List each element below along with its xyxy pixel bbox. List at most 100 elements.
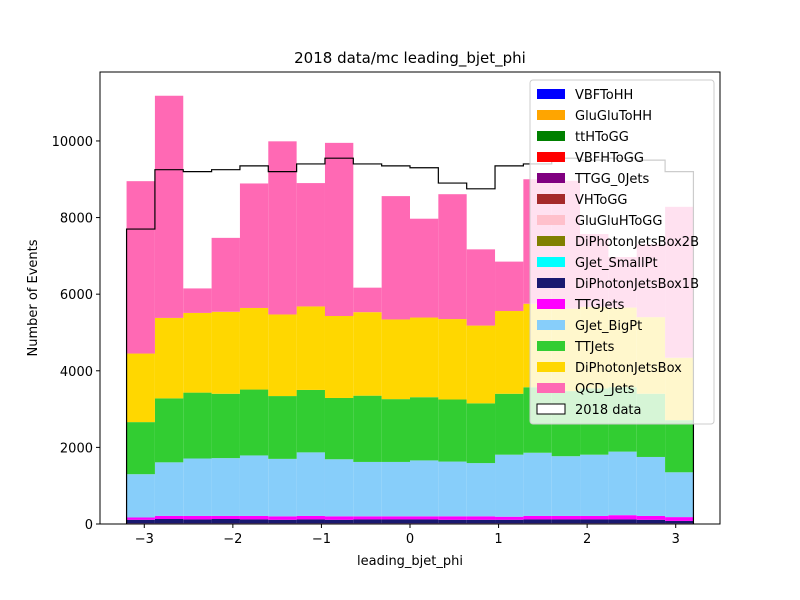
- bar-gjet-bigpt-11: [438, 461, 467, 517]
- bar-ttjets-13: [495, 393, 524, 455]
- legend-swatch: [537, 110, 565, 120]
- bar-diphotonjetsbox1b-15: [551, 519, 581, 524]
- bar-diphotonjetsbox-12: [466, 325, 496, 404]
- legend-swatch: [537, 236, 565, 246]
- bar-qcd-jets-12: [466, 249, 496, 326]
- bar-qcd-jets-0: [126, 181, 155, 354]
- y-axis-label: Number of Events: [26, 239, 41, 356]
- bar-qcd-jets-5: [268, 141, 297, 315]
- bar-diphotonjetsbox1b-8: [353, 519, 382, 524]
- bar-qcd-jets-7: [324, 142, 354, 317]
- bar-diphotonjetsbox1b-3: [211, 519, 240, 524]
- bar-diphotonjetsbox-9: [381, 319, 410, 400]
- legend-label: QCD_Jets: [575, 382, 635, 397]
- bar-diphotonjetsbox1b-19: [665, 520, 694, 524]
- bar-ttjets-0: [126, 422, 155, 475]
- bar-ttgjets-9: [381, 516, 410, 520]
- bar-ttgjets-14: [523, 515, 552, 520]
- x-axis-label: leading_bjet_phi: [357, 554, 463, 569]
- bar-gjet-bigpt-12: [466, 463, 496, 517]
- bar-ttgjets-10: [410, 516, 439, 520]
- bar-ttgjets-16: [580, 515, 609, 520]
- bar-gjet-bigpt-8: [353, 461, 382, 517]
- legend: VBFToHH GluGluToHH ttHToGG VBFHToGG TTGG_0Je…: [529, 79, 715, 425]
- bar-diphotonjetsbox-7: [324, 316, 354, 398]
- bar-diphotonjetsbox-1: [154, 317, 184, 399]
- legend-swatch: [537, 89, 565, 99]
- legend-label: 2018 data: [575, 403, 642, 418]
- x-axis: −3 −2 −1 0 1 2 3: [135, 524, 680, 547]
- x-tick-label: 2: [583, 532, 591, 547]
- legend-label: GJet_BigPt: [575, 319, 642, 334]
- bar-gjet-bigpt-2: [183, 458, 212, 516]
- bar-gjet-bigpt-17: [608, 451, 637, 516]
- bar-ttjets-9: [381, 399, 410, 462]
- bar-ttgjets-4: [239, 515, 269, 520]
- bar-gjet-bigpt-0: [126, 474, 155, 518]
- bar-gjet-bigpt-13: [495, 454, 524, 517]
- bar-gjet-bigpt-19: [665, 472, 694, 518]
- bar-ttjets-3: [211, 393, 240, 459]
- bar-ttgjets-19: [665, 517, 694, 521]
- legend-label: DiPhotonJetsBox1B: [575, 277, 699, 292]
- legend-label: DiPhotonJetsBox: [575, 361, 682, 376]
- bar-diphotonjetsbox1b-12: [466, 519, 496, 524]
- legend-label: VHToGG: [575, 193, 628, 208]
- bar-diphotonjetsbox-3: [211, 311, 240, 394]
- bar-ttjets-10: [410, 397, 439, 461]
- bar-qcd-jets-8: [353, 287, 382, 313]
- legend-swatch: [537, 383, 565, 393]
- x-tick-label: 3: [672, 532, 680, 547]
- bar-ttjets-12: [466, 403, 496, 464]
- legend-swatch: [537, 278, 565, 288]
- legend-swatch: [537, 299, 565, 309]
- bar-diphotonjetsbox-5: [268, 314, 297, 397]
- legend-label: TTJets: [574, 340, 615, 355]
- bar-diphotonjetsbox1b-0: [126, 519, 155, 524]
- bar-ttgjets-11: [438, 516, 467, 520]
- bar-ttjets-8: [353, 395, 382, 462]
- bar-ttjets-4: [239, 389, 269, 456]
- y-tick-label: 4000: [60, 365, 93, 380]
- y-tick-label: 10000: [52, 135, 93, 150]
- bar-ttgjets-8: [353, 516, 382, 520]
- bar-diphotonjetsbox1b-2: [183, 519, 212, 524]
- bar-ttjets-5: [268, 396, 297, 459]
- legend-swatch: [537, 215, 565, 225]
- bar-gjet-bigpt-15: [551, 456, 581, 516]
- bar-gjet-bigpt-16: [580, 454, 609, 516]
- bar-diphotonjetsbox-13: [495, 311, 524, 394]
- bar-ttjets-7: [324, 397, 354, 460]
- bar-gjet-bigpt-6: [296, 452, 325, 516]
- x-tick-label: −2: [223, 532, 242, 547]
- bar-diphotonjetsbox-11: [438, 319, 467, 400]
- legend-swatch: [536, 403, 566, 415]
- y-tick-label: 2000: [60, 441, 93, 456]
- legend-swatch: [537, 257, 565, 267]
- bar-gjet-bigpt-5: [268, 458, 297, 517]
- x-tick-label: 0: [406, 532, 414, 547]
- bar-ttgjets-5: [268, 516, 297, 520]
- bar-gjet-bigpt-7: [324, 459, 354, 517]
- bar-diphotonjetsbox1b-6: [296, 519, 325, 524]
- bar-qcd-jets-11: [438, 194, 467, 320]
- legend-swatch: [537, 320, 565, 330]
- bar-ttjets-19: [665, 420, 694, 473]
- bar-gjet-bigpt-1: [154, 462, 184, 516]
- bar-gjet-bigpt-3: [211, 458, 240, 516]
- bar-ttjets-2: [183, 392, 212, 459]
- bar-ttgjets-0: [126, 517, 155, 520]
- legend-swatch: [537, 341, 565, 351]
- legend-label: GluGluHToGG: [575, 214, 662, 229]
- bar-ttjets-11: [438, 399, 467, 462]
- bar-diphotonjetsbox-0: [126, 353, 155, 423]
- legend-label: VBFHToGG: [575, 151, 644, 166]
- chart-title: 2018 data/mc leading_bjet_phi: [294, 49, 526, 68]
- bar-gjet-bigpt-10: [410, 460, 439, 517]
- legend-label: DiPhotonJetsBox2B: [575, 235, 699, 250]
- bar-diphotonjetsbox1b-11: [438, 519, 467, 524]
- legend-label: VBFToHH: [575, 88, 633, 103]
- bar-ttgjets-17: [608, 515, 637, 520]
- bar-qcd-jets-1: [154, 95, 184, 318]
- bar-diphotonjetsbox1b-7: [324, 519, 354, 524]
